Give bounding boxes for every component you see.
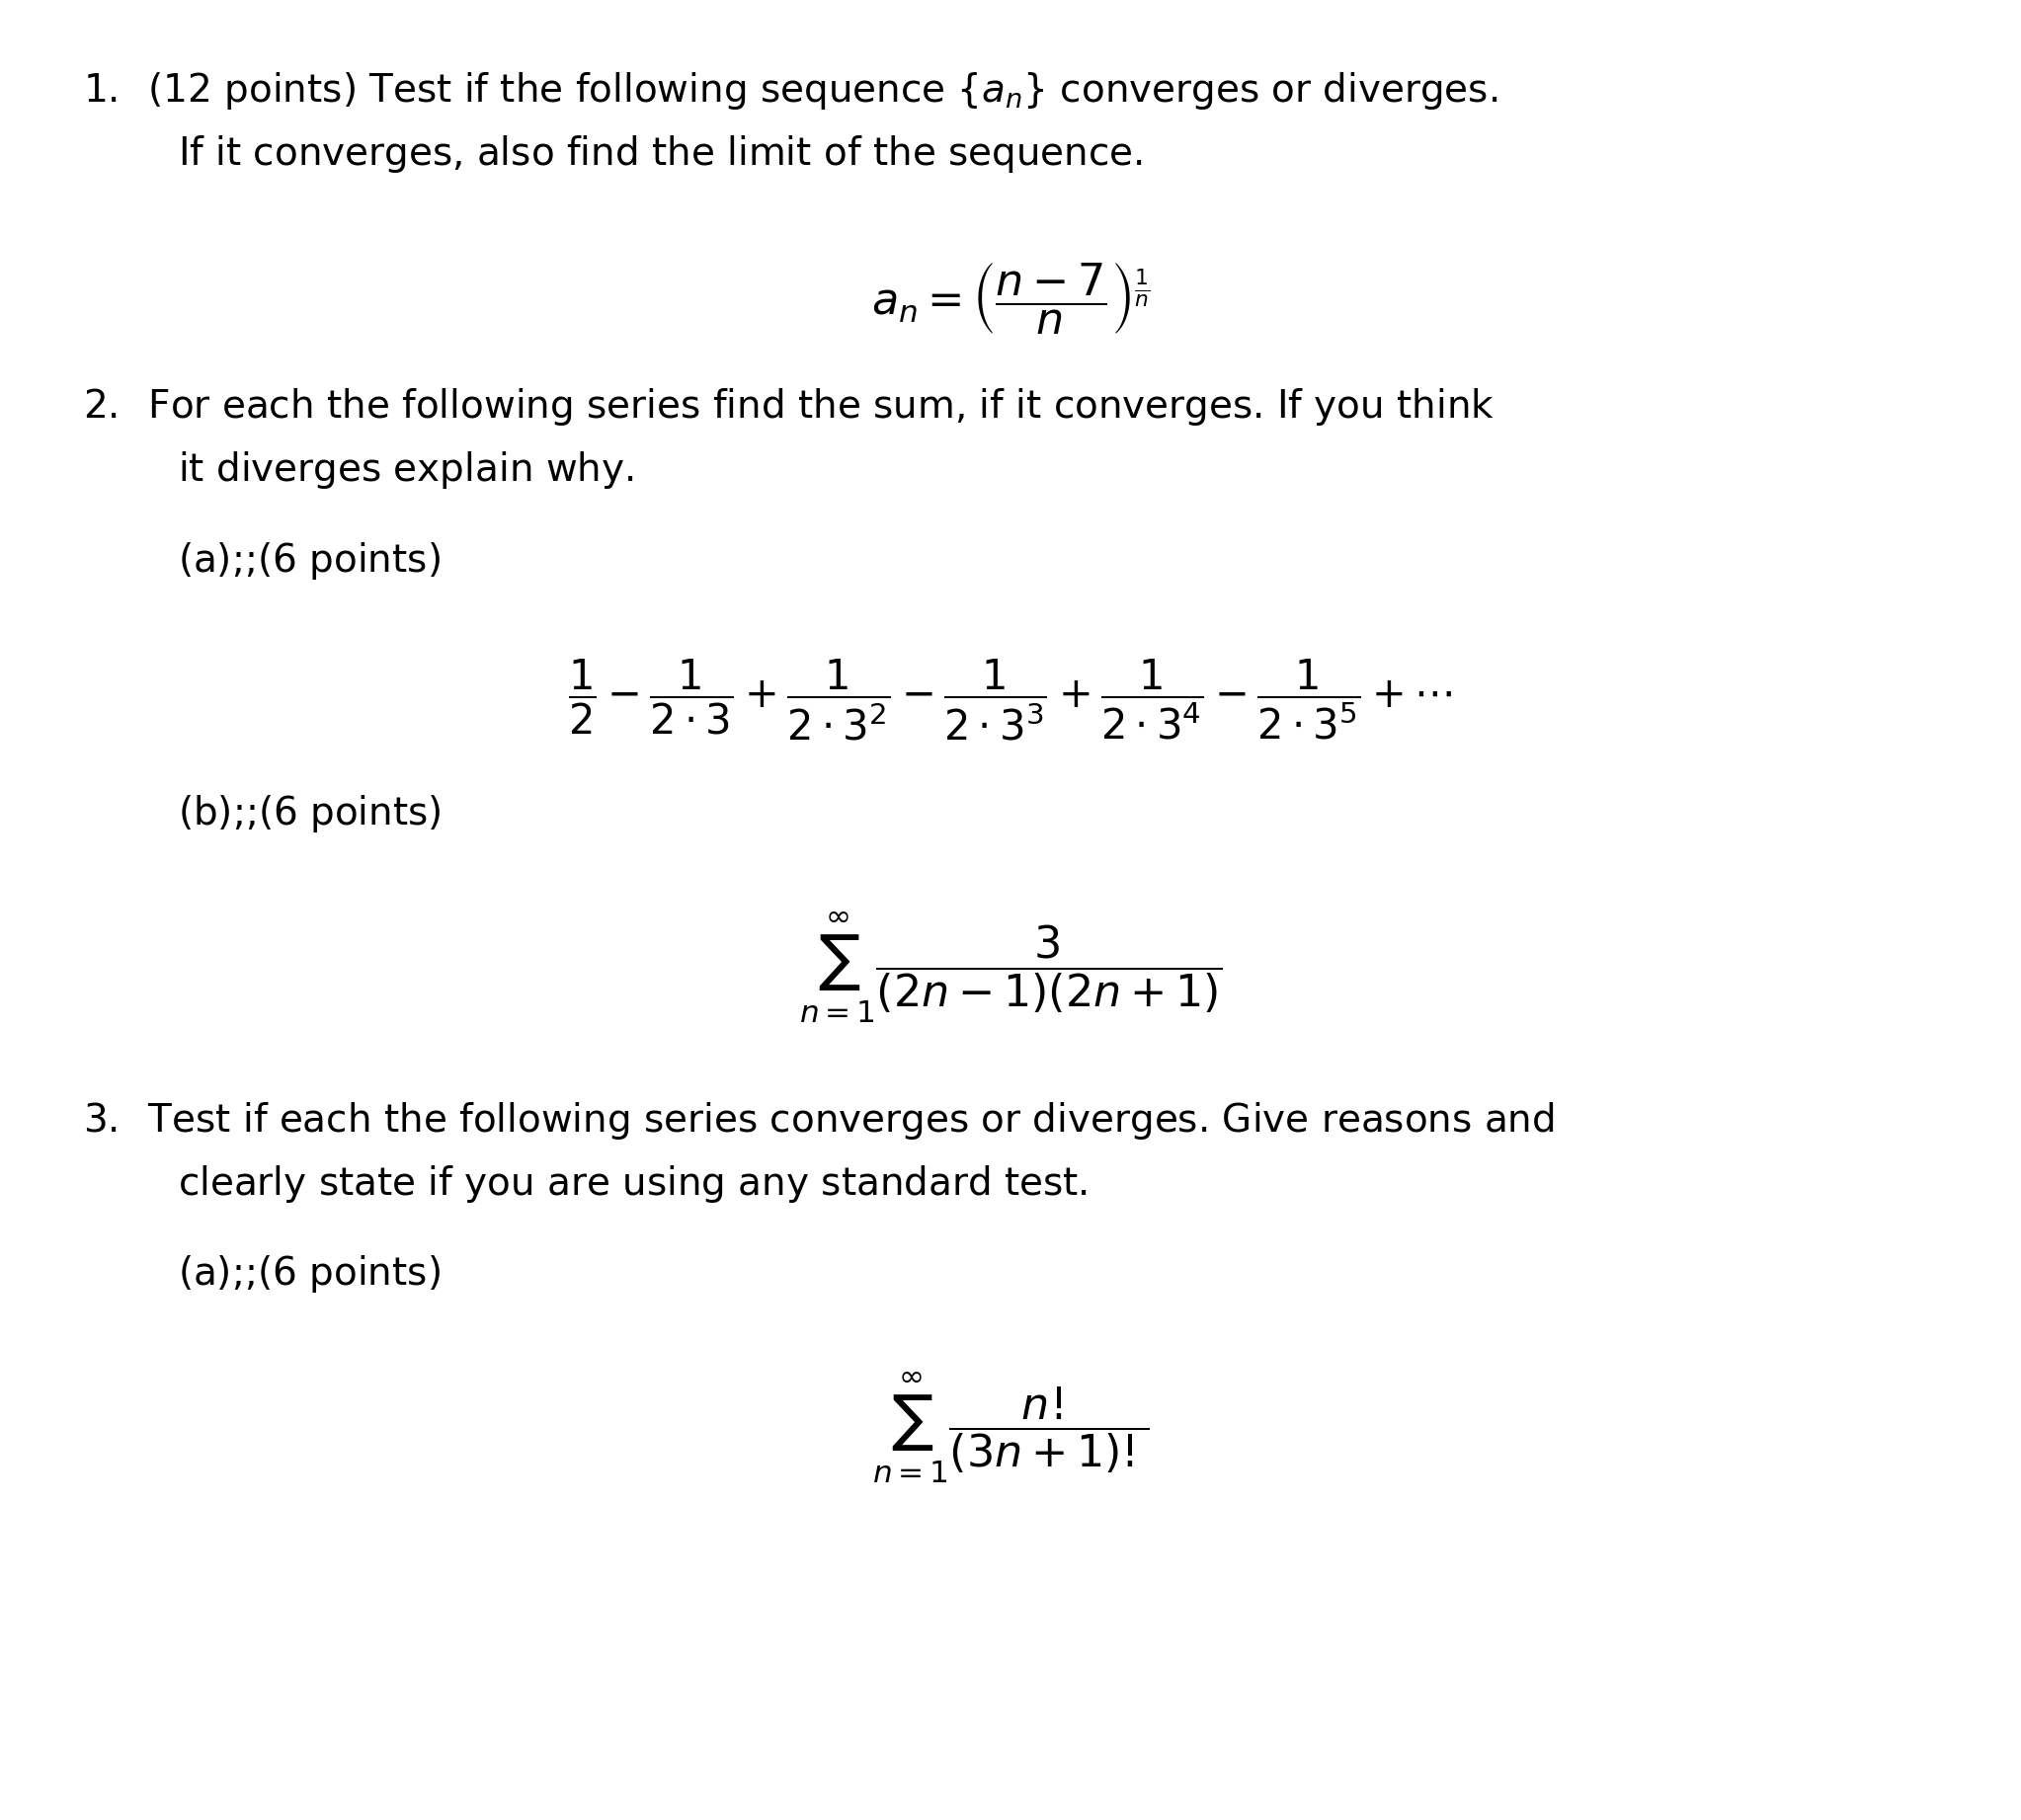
Text: $\text{(a)\;\;(6 points)}$: $\text{(a)\;\;(6 points)}$: [178, 1254, 441, 1294]
Text: $1.\;\;(12 \text{ points) Test if the following sequence } \{a_n\} \text{ conver: $1.\;\;(12 \text{ points) Test if the fo…: [83, 71, 1498, 111]
Text: $\sum_{n=1}^{\infty} \dfrac{n!}{(3n+1)!}$: $\sum_{n=1}^{\infty} \dfrac{n!}{(3n+1)!}…: [871, 1370, 1150, 1485]
Text: $2.\;\;\text{For each the following series find the sum, if it converges. If you: $2.\;\;\text{For each the following seri…: [83, 386, 1496, 428]
Text: $\sum_{n=1}^{\infty} \dfrac{3}{(2n-1)(2n+1)}$: $\sum_{n=1}^{\infty} \dfrac{3}{(2n-1)(2n…: [798, 910, 1223, 1025]
Text: $\text{If it converges, also find the limit of the sequence.}$: $\text{If it converges, also find the li…: [178, 133, 1142, 175]
Text: $3.\;\;\text{Test if each the following series converges or diverges. Give reaso: $3.\;\;\text{Test if each the following …: [83, 1099, 1554, 1141]
Text: $\dfrac{1}{2} - \dfrac{1}{2 \cdot 3} + \dfrac{1}{2 \cdot 3^2} - \dfrac{1}{2 \cdo: $\dfrac{1}{2} - \dfrac{1}{2 \cdot 3} + \…: [568, 657, 1453, 743]
Text: $\text{(b)\;\;(6 points)}$: $\text{(b)\;\;(6 points)}$: [178, 792, 441, 834]
Text: $\text{it diverges explain why.}$: $\text{it diverges explain why.}$: [178, 450, 633, 491]
Text: $a_n = \left(\dfrac{n-7}{n}\right)^{\frac{1}{n}}$: $a_n = \left(\dfrac{n-7}{n}\right)^{\fra…: [871, 260, 1150, 335]
Text: $\text{clearly state if you are using any standard test.}$: $\text{clearly state if you are using an…: [178, 1163, 1087, 1205]
Text: $\text{(a)\;\;(6 points)}$: $\text{(a)\;\;(6 points)}$: [178, 541, 441, 581]
